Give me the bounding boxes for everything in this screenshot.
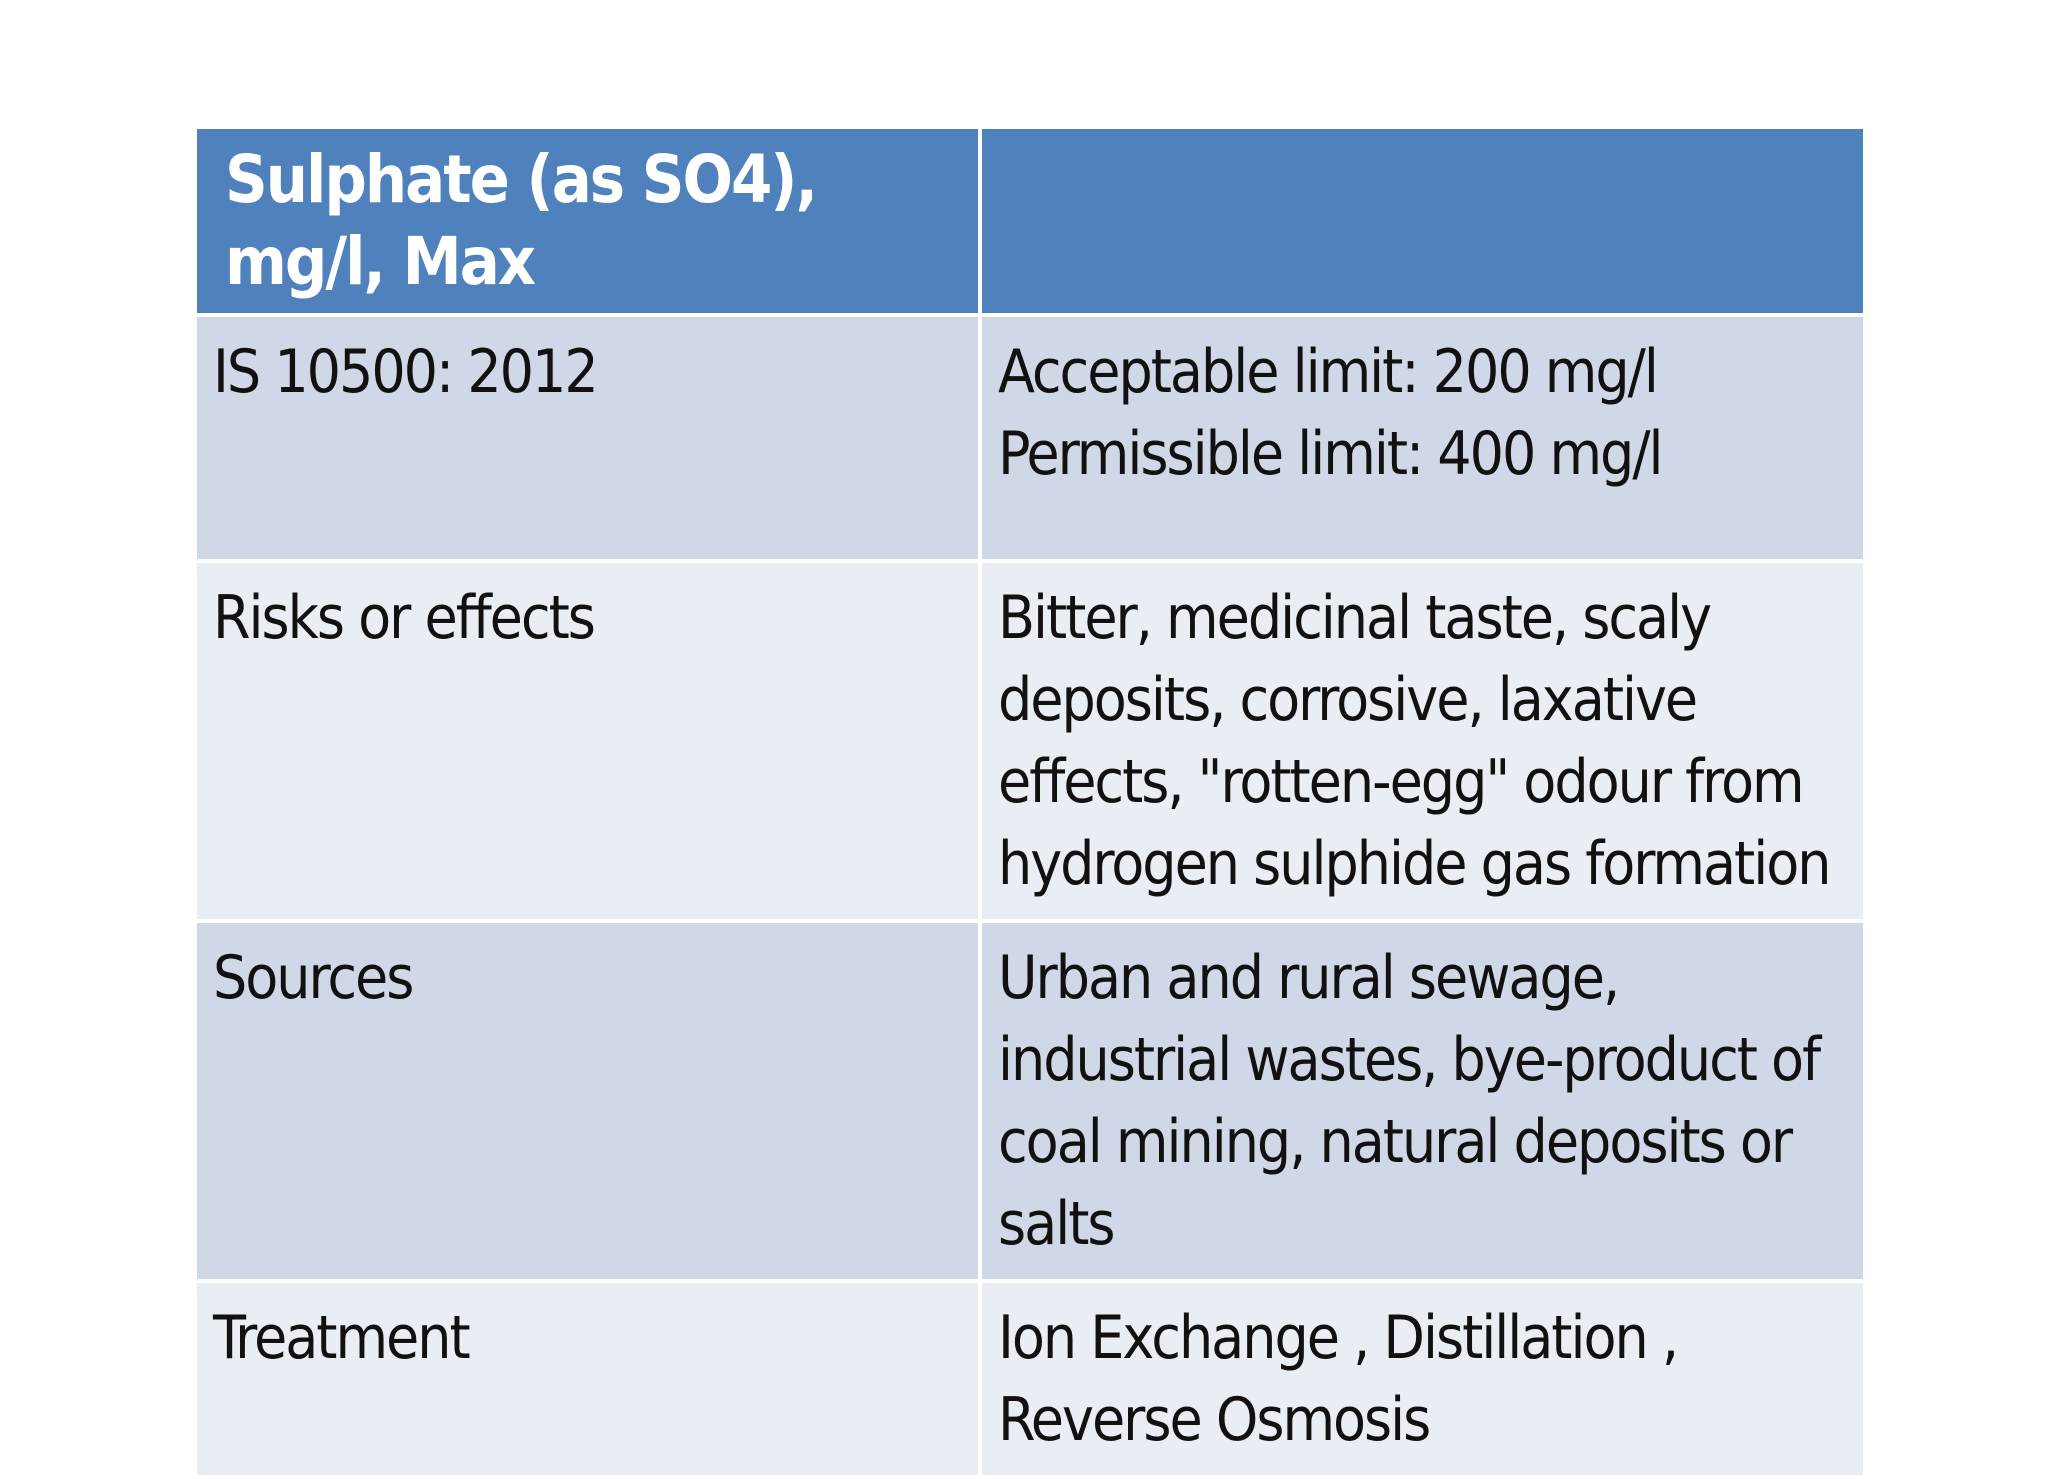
- table-row: IS 10500: 2012 Acceptable limit: 200 mg/…: [193, 313, 1867, 563]
- header-cell-parameter: Sulphate (as SO4), mg/l, Max: [193, 125, 982, 317]
- row-label-sources: Sources: [193, 919, 982, 1283]
- table-header-row: Sulphate (as SO4), mg/l, Max: [193, 125, 1867, 317]
- row-label-risks: Risks or effects: [193, 559, 982, 923]
- table-row: Sources Urban and rural sewage, industri…: [193, 919, 1867, 1283]
- header-cell-empty: [978, 125, 1867, 317]
- table-row: Risks or effects Bitter, medicinal taste…: [193, 559, 1867, 923]
- row-value-sources: Urban and rural sewage, industrial waste…: [978, 919, 1867, 1283]
- row-label-treatment: Treatment: [193, 1279, 982, 1479]
- sulphate-table: Sulphate (as SO4), mg/l, Max IS 10500: 2…: [193, 125, 1867, 1479]
- table-row: Treatment Ion Exchange , Distillation , …: [193, 1279, 1867, 1479]
- acceptable-limit-text: Acceptable limit: 200 mg/l: [998, 337, 1659, 407]
- row-value-treatment: Ion Exchange , Distillation , Reverse Os…: [978, 1279, 1867, 1479]
- row-value-limits: Acceptable limit: 200 mg/l Permissible l…: [978, 313, 1867, 563]
- slide: Sulphate (as SO4), mg/l, Max IS 10500: 2…: [193, 125, 1867, 1479]
- row-value-risks: Bitter, medicinal taste, scaly deposits,…: [978, 559, 1867, 923]
- row-label-standard: IS 10500: 2012: [193, 313, 982, 563]
- permissible-limit-text: Permissible limit: 400 mg/l: [998, 419, 1664, 489]
